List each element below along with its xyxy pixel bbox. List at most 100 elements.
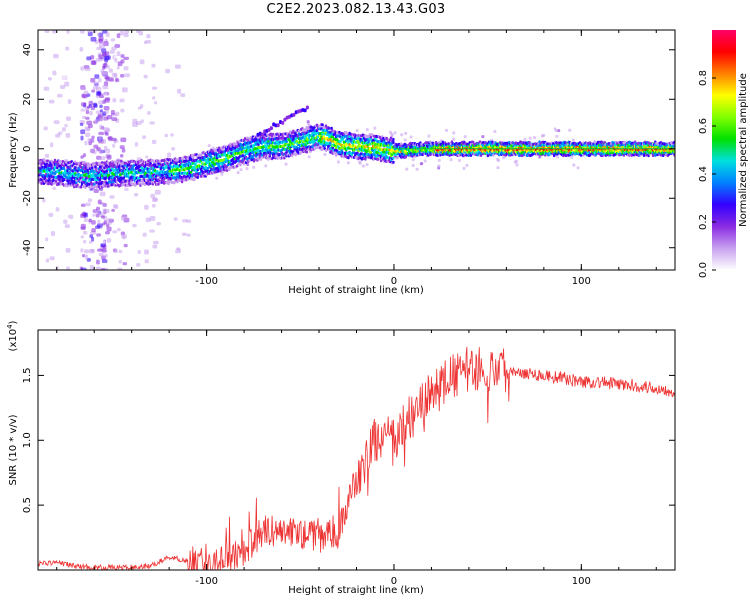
- heatmap-cell: [124, 30, 129, 34]
- heatmap-cell: [95, 206, 100, 211]
- heatmap-cell: [283, 117, 287, 122]
- heatmap-cell: [65, 247, 71, 253]
- heatmap-cell: [497, 159, 501, 163]
- heatmap-cell: [369, 135, 373, 139]
- heatmap-cell: [186, 209, 193, 214]
- heatmap-cell: [118, 249, 123, 253]
- heatmap-cell: [180, 93, 186, 98]
- heatmap-cell: [259, 157, 262, 161]
- heatmap-cell: [296, 134, 300, 138]
- heatmap-cell: [51, 125, 55, 130]
- heatmap-cell: [46, 196, 52, 201]
- heatmap-cell: [91, 236, 95, 242]
- heatmap-cell: [88, 240, 93, 244]
- heatmap-cell: [60, 106, 66, 110]
- heatmap-cell: [135, 121, 142, 126]
- heatmap-cell: [101, 249, 107, 253]
- heatmap-cell: [99, 149, 104, 154]
- heatmap-cell: [303, 108, 307, 113]
- heatmap-cell: [340, 149, 343, 153]
- heatmap-cell: [121, 148, 126, 153]
- colorbar-label: Normalized spectral amplitude: [738, 73, 749, 227]
- heatmap-cell: [437, 164, 441, 168]
- heatmap-cell: [124, 187, 129, 191]
- heatmap-cell: [193, 177, 196, 181]
- heatmap-cell: [105, 76, 109, 82]
- heatmap-cell: [95, 58, 100, 62]
- heatmap-cell: [80, 267, 87, 270]
- heatmap-cell: [52, 186, 56, 190]
- heatmap-cell: [91, 135, 95, 139]
- heatmap-cell: [404, 131, 408, 135]
- heatmap-cell: [45, 258, 50, 263]
- heatmap-cell: [43, 126, 48, 131]
- heatmap-cell: [177, 117, 181, 123]
- heatmap-cell: [307, 155, 311, 159]
- heatmap-cell: [181, 81, 187, 85]
- heatmap-cell: [115, 173, 119, 177]
- heatmap-cell: [396, 155, 400, 159]
- heatmap-cell: [106, 218, 112, 223]
- heatmap-cell: [47, 179, 50, 183]
- heatmap-cell: [120, 108, 125, 113]
- heatmap-cell: [96, 233, 101, 237]
- heatmap-cell: [86, 168, 89, 172]
- heatmap-cell: [105, 110, 109, 114]
- heatmap-cell: [142, 135, 147, 139]
- heatmap-cell: [52, 226, 57, 231]
- heatmap-cell: [115, 111, 120, 117]
- heatmap-cell: [114, 122, 121, 128]
- heatmap-cell: [41, 179, 44, 183]
- heatmap-cell: [83, 239, 87, 244]
- heatmap-cell: [104, 253, 108, 258]
- heatmap-cell: [117, 267, 123, 270]
- colorbar-tick-label: 0.2: [698, 214, 709, 230]
- heatmap-cell: [89, 265, 95, 270]
- heatmap-cell: [146, 34, 151, 39]
- heatmap-cell: [103, 106, 110, 111]
- heatmap-cell: [154, 53, 159, 58]
- heatmap-cell: [40, 182, 43, 186]
- heatmap-cell: [187, 160, 191, 164]
- heatmap-cell: [116, 66, 120, 70]
- heatmap-cell: [116, 51, 121, 57]
- heatmap-cell: [177, 88, 182, 94]
- heatmap-cell: [165, 68, 170, 74]
- snr-xlabel: Height of straight line (km): [288, 585, 424, 596]
- heatmap-cell: [113, 248, 118, 254]
- heatmap-cell: [79, 30, 85, 34]
- heatmap-cell: [463, 135, 467, 139]
- heatmap-cell: [97, 116, 104, 122]
- heatmap-cell: [44, 178, 48, 182]
- heatmap-cell: [107, 136, 112, 140]
- heatmap-cell: [153, 101, 158, 105]
- heatmap-cell: [80, 235, 84, 239]
- heatmap-cell: [156, 222, 161, 226]
- heatmap-cell: [373, 150, 376, 154]
- heatmap-cell: [264, 164, 268, 168]
- heatmap-cell: [137, 203, 142, 208]
- heatmap-cell: [118, 259, 123, 264]
- y-tick-label: 40: [22, 43, 33, 56]
- heatmap-cell: [493, 129, 497, 133]
- heatmap-cell: [111, 117, 118, 122]
- heatmap-cell: [361, 164, 365, 168]
- heatmap-cell: [528, 136, 532, 140]
- heatmap-cell: [110, 38, 116, 42]
- heatmap-cell: [101, 202, 105, 206]
- heatmap-cell: [94, 210, 100, 215]
- snr-series-line: [38, 346, 675, 570]
- heatmap-cell: [112, 230, 118, 234]
- heatmap-cell: [98, 137, 102, 142]
- heatmap-cell: [437, 158, 441, 162]
- heatmap-cell: [472, 140, 475, 144]
- heatmap-cell: [481, 135, 485, 139]
- heatmap-cell: [292, 112, 296, 117]
- heatmap-cell: [164, 133, 169, 138]
- heatmap-cell: [651, 153, 655, 157]
- heatmap-cell: [415, 167, 419, 171]
- heatmap-cell: [239, 151, 242, 155]
- heatmap-cell: [122, 87, 128, 93]
- heatmap-cell: [147, 110, 151, 115]
